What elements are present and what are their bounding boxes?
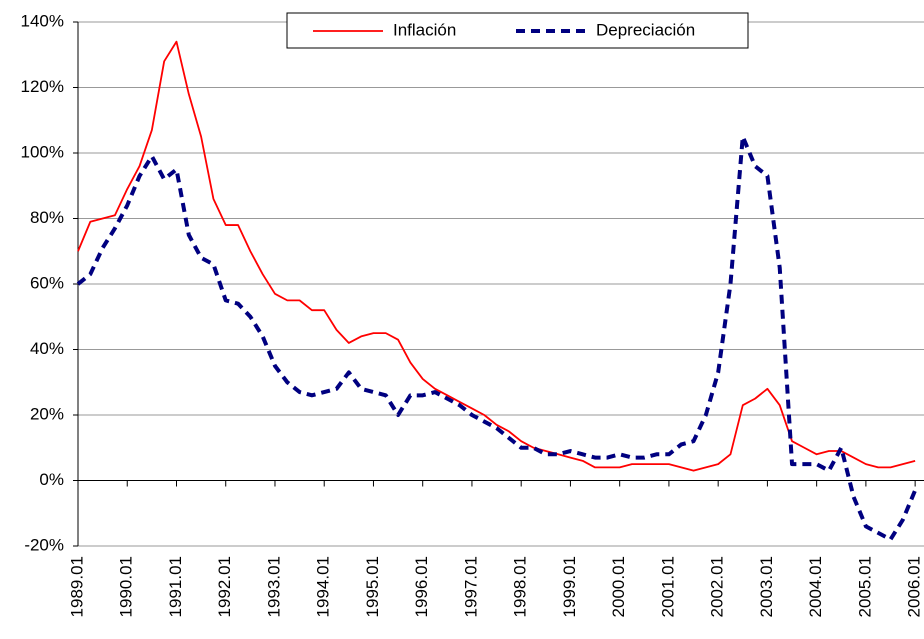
legend-label: Depreciación — [596, 20, 695, 39]
y-tick-label: 100% — [21, 142, 64, 161]
y-tick-label: 60% — [30, 273, 64, 292]
data-line — [76, 134, 917, 542]
x-tick-label: 1995.01 — [363, 556, 382, 617]
y-tick-label: 140% — [21, 11, 64, 30]
y-tick-label: 80% — [30, 208, 64, 227]
y-tick-label: 40% — [30, 339, 64, 358]
legend-label: Inflación — [393, 20, 456, 39]
x-tick-label: 1996.01 — [412, 556, 431, 617]
data-line — [77, 40, 916, 472]
x-tick-label: 1999.01 — [560, 556, 579, 617]
x-tick-label: 1997.01 — [461, 556, 480, 617]
x-tick-label: 1991.01 — [166, 556, 185, 617]
x-tick-label: 1990.01 — [117, 556, 136, 617]
y-tick-label: 0% — [39, 470, 64, 489]
y-tick-label: 20% — [30, 404, 64, 423]
x-tick-label: 1998.01 — [511, 556, 530, 617]
x-tick-label: 2002.01 — [708, 556, 727, 617]
x-tick-label: 2006.01 — [905, 556, 924, 617]
x-tick-label: 1992.01 — [215, 556, 234, 617]
x-tick-label: 2001.01 — [658, 556, 677, 617]
x-tick-label: 1989.01 — [67, 556, 86, 617]
y-tick-label: -20% — [24, 535, 64, 554]
x-tick-label: 1994.01 — [314, 556, 333, 617]
x-tick-label: 2003.01 — [757, 556, 776, 617]
x-tick-label: 2005.01 — [855, 556, 874, 617]
x-tick-label: 2004.01 — [806, 556, 825, 617]
y-tick-label: 120% — [21, 77, 64, 96]
x-tick-label: 1993.01 — [264, 556, 283, 617]
x-tick-label: 2000.01 — [609, 556, 628, 617]
